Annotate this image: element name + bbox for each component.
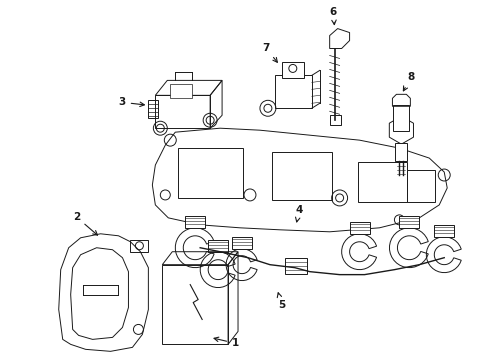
Bar	[178, 148, 243, 198]
Text: 5: 5	[277, 293, 285, 310]
Text: 3: 3	[118, 97, 144, 107]
Bar	[393, 105, 408, 131]
Text: 6: 6	[329, 6, 336, 24]
Text: 2: 2	[73, 212, 97, 235]
Bar	[285, 258, 306, 274]
Bar	[395, 143, 407, 161]
Text: 8: 8	[403, 72, 414, 91]
Bar	[185, 216, 205, 228]
Bar	[357, 162, 407, 202]
Bar	[170, 84, 192, 98]
Text: 1: 1	[214, 337, 239, 348]
Bar	[232, 237, 251, 249]
Bar	[433, 225, 453, 237]
Bar	[208, 240, 227, 252]
Bar	[407, 170, 434, 202]
Bar	[349, 222, 369, 234]
Text: 4: 4	[295, 205, 303, 222]
Bar	[271, 152, 331, 200]
Text: 7: 7	[262, 42, 277, 62]
Bar	[399, 216, 419, 228]
Bar	[281, 62, 303, 78]
